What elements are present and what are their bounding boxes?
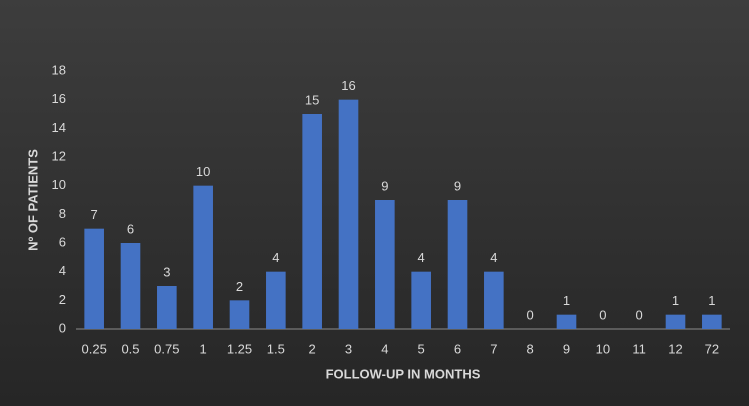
data-label: 6	[127, 221, 134, 236]
bar	[266, 271, 286, 329]
data-label: 2	[236, 279, 243, 294]
y-tick-label: 4	[59, 263, 66, 278]
data-label: 1	[708, 293, 715, 308]
bar	[120, 243, 141, 329]
bar	[338, 99, 359, 330]
bar	[157, 286, 177, 329]
y-tick-label: 18	[52, 62, 66, 77]
x-axis-title: FOLLOW-UP IN MONTHS	[326, 366, 481, 381]
bar	[484, 271, 504, 329]
bar	[302, 114, 322, 329]
y-tick-label: 0	[59, 320, 66, 335]
x-tick-label: 1.5	[267, 341, 285, 356]
data-label: 16	[341, 78, 355, 93]
y-axis-title: Nº OF PATIENTS	[25, 149, 40, 251]
y-tick-label: 14	[52, 120, 66, 135]
data-label: 4	[272, 250, 279, 265]
x-tick-label: 4	[381, 341, 388, 356]
y-tick-label: 2	[59, 292, 66, 307]
x-tick-label: 7	[490, 341, 497, 356]
data-label: 10	[196, 164, 210, 179]
y-tick-label: 10	[52, 177, 66, 192]
x-tick-label: 0.75	[154, 341, 179, 356]
data-label: 0	[599, 307, 606, 322]
x-tick-label: 12	[668, 341, 682, 356]
data-label: 0	[636, 307, 643, 322]
x-tick-label: 1.25	[227, 341, 252, 356]
x-tick-label: 1	[200, 341, 207, 356]
data-label: 7	[91, 207, 98, 222]
data-label: 3	[163, 264, 170, 279]
x-tick-label: 3	[345, 341, 352, 356]
bar	[702, 314, 722, 329]
bar	[447, 200, 468, 329]
y-tick-label: 12	[52, 148, 66, 163]
x-tick-label: 11	[632, 341, 646, 356]
bar	[556, 314, 577, 329]
data-label: 15	[305, 92, 319, 107]
data-label: 9	[381, 178, 388, 193]
x-tick-label: 5	[418, 341, 425, 356]
x-tick-label: 6	[454, 341, 461, 356]
y-tick-label: 8	[59, 206, 66, 221]
x-tick-label: 72	[705, 341, 719, 356]
bar	[84, 228, 104, 329]
bar	[229, 300, 250, 329]
x-tick-label: 2	[309, 341, 316, 356]
x-tick-label: 10	[596, 341, 610, 356]
x-tick-label: 9	[563, 341, 570, 356]
bar	[375, 200, 395, 329]
bar	[665, 314, 686, 329]
data-label: 4	[490, 250, 497, 265]
y-tick-label: 16	[52, 91, 66, 106]
bar	[193, 185, 213, 329]
x-tick-label: 0.25	[82, 341, 107, 356]
data-label: 9	[454, 178, 461, 193]
data-label: 0	[527, 307, 534, 322]
bar	[411, 271, 431, 329]
x-tick-label: 8	[527, 341, 534, 356]
data-label: 1	[563, 293, 570, 308]
data-label: 4	[418, 250, 425, 265]
y-tick-label: 6	[59, 234, 66, 249]
x-tick-label: 0.5	[121, 341, 139, 356]
data-label: 1	[672, 293, 679, 308]
